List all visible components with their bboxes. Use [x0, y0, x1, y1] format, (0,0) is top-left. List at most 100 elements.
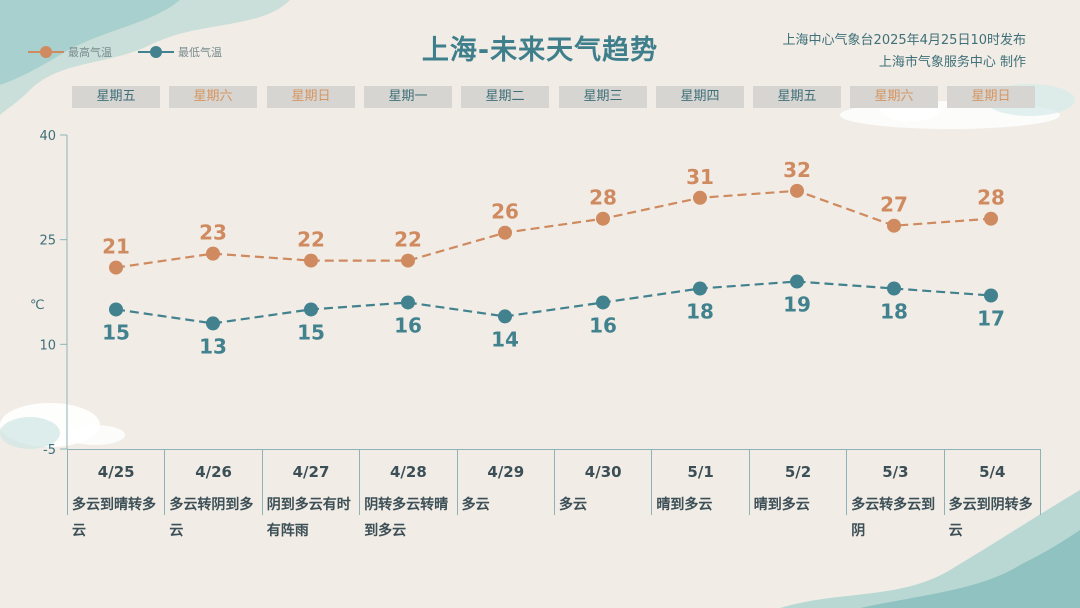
- weekday-label: 星期日: [947, 86, 1035, 108]
- low-temp-label: 18: [686, 300, 714, 324]
- y-tick-label: 25: [39, 234, 56, 249]
- day-cell: 5/3 多云转多云到阴: [846, 450, 943, 539]
- high-temp-point: [304, 253, 318, 268]
- high-temp-label: 23: [199, 221, 227, 245]
- low-temp-point: [109, 302, 123, 317]
- low-temp-label: 15: [297, 320, 325, 344]
- low-temp-series-line: [115, 280, 992, 325]
- weekday-label: 星期六: [850, 86, 938, 108]
- high-temp-point: [693, 190, 707, 205]
- day-cell: 4/29 多云: [456, 450, 554, 515]
- day-date: 4/28: [389, 463, 427, 481]
- day-condition: 阴到多云有时有阵雨: [266, 497, 351, 539]
- day-date: 4/29: [487, 463, 525, 481]
- legend-high-label: 最高气温: [68, 46, 112, 59]
- high-temp-point: [206, 246, 220, 261]
- day-date: 5/1: [687, 463, 714, 481]
- high-temp-label: 31: [686, 165, 714, 189]
- high-temp-point: [790, 183, 804, 198]
- day-cell: 5/4 多云到阴转多云: [943, 450, 1041, 539]
- high-temp-label: 28: [977, 186, 1005, 210]
- date-row: 4/25 多云到晴转多云 4/26 多云转阴到多云 4/27 阴到多云有时有阵雨 4/28 阴…: [67, 449, 1041, 539]
- day-condition: 多云转阴到多云: [169, 497, 254, 539]
- low-temp-point: [693, 281, 707, 296]
- weekday-label: 星期一: [364, 86, 452, 108]
- y-tick-label: 10: [39, 338, 56, 353]
- high-temp-label: 26: [491, 200, 519, 224]
- day-date: 5/2: [784, 463, 812, 481]
- weekday-label: 星期五: [72, 86, 160, 108]
- high-temp-label: 22: [297, 228, 325, 252]
- low-temp-label: 13: [199, 334, 227, 358]
- legend-low-label: 最低气温: [178, 46, 222, 59]
- low-temp-label: 15: [102, 320, 130, 344]
- high-temp-label: 21: [102, 235, 130, 259]
- high-temp-label: 22: [394, 228, 422, 252]
- low-temp-label: 16: [394, 313, 422, 337]
- high-temp-point: [596, 211, 610, 226]
- day-cell: 4/25 多云到晴转多云: [67, 450, 164, 539]
- weekday-label: 星期日: [267, 86, 355, 108]
- weekday-label: 星期二: [461, 86, 549, 108]
- weekday-label: 星期五: [753, 86, 841, 108]
- day-cell: 4/27 阴到多云有时有阵雨: [261, 450, 359, 539]
- high-temp-point: [887, 218, 901, 233]
- day-cell: 4/28 阴转多云转晴到多云: [359, 450, 456, 539]
- day-date: 4/30: [584, 463, 622, 481]
- high-temp-series-line: [115, 189, 992, 269]
- high-temp-label: 28: [589, 186, 617, 210]
- y-unit-label: ℃: [30, 298, 45, 313]
- issuer-line-1: 上海中心气象台2025年4月25日10时发布: [782, 33, 1026, 48]
- low-temp-label: 17: [977, 306, 1005, 330]
- day-cell: 5/1 晴到多云: [651, 450, 748, 515]
- day-date: 4/27: [292, 463, 330, 481]
- day-condition: 多云: [559, 497, 587, 513]
- y-tick-label: 40: [39, 129, 56, 144]
- legend-low: 最低气温: [138, 44, 222, 60]
- high-temp-point: [109, 260, 123, 275]
- high-temp-point: [401, 253, 415, 268]
- high-temp-point: [984, 211, 998, 226]
- legend-high-marker-icon: [28, 46, 64, 58]
- day-condition: 晴到多云: [753, 497, 810, 513]
- day-condition: 多云: [461, 497, 490, 513]
- day-condition: 阴转多云转晴到多云: [364, 497, 449, 539]
- legend-high: 最高气温: [28, 44, 112, 60]
- day-condition: 多云转多云到阴: [851, 497, 936, 539]
- low-temp-label: 16: [589, 313, 617, 337]
- day-cell: 5/2 晴到多云: [748, 450, 846, 515]
- weekday-row: 星期五 星期六 星期日 星期一 星期二 星期三 星期四 星期五 星期六 星期日: [0, 86, 1080, 108]
- day-cell: 4/26 多云转阴到多云: [164, 450, 261, 539]
- high-temp-label: 32: [783, 158, 811, 182]
- legend: 最高气温 最低气温: [28, 44, 222, 60]
- high-temp-label: 27: [880, 193, 908, 217]
- low-temp-point: [790, 274, 804, 289]
- low-temp-label: 14: [491, 327, 519, 351]
- low-temp-label: 18: [880, 300, 908, 324]
- page-title: 上海-未来天气趋势: [421, 35, 659, 66]
- issuer-line-2: 上海市气象服务中心 制作: [878, 55, 1026, 70]
- weekday-label: 星期三: [559, 86, 647, 108]
- low-temp-point: [401, 295, 415, 310]
- high-temp-point: [498, 225, 512, 240]
- day-date: 4/26: [195, 463, 232, 481]
- issuer-info: 上海中心气象台2025年4月25日10时发布 上海市气象服务中心 制作: [783, 30, 1026, 74]
- day-date: 5/4: [979, 463, 1006, 481]
- low-temp-point: [984, 288, 998, 303]
- low-temp-label: 19: [783, 293, 811, 317]
- day-date: 4/25: [97, 463, 135, 481]
- weekday-label: 星期六: [169, 86, 257, 108]
- low-temp-point: [206, 316, 220, 331]
- day-date: 5/3: [882, 463, 909, 481]
- day-condition: 多云到阴转多云: [948, 497, 1033, 539]
- y-tick-label: -5: [43, 443, 56, 458]
- day-cell: 4/30 多云: [554, 450, 651, 515]
- low-temp-point: [887, 281, 901, 296]
- day-condition: 多云到晴转多云: [72, 497, 156, 539]
- day-condition: 晴到多云: [656, 497, 713, 513]
- weekday-label: 星期四: [656, 86, 744, 108]
- low-temp-point: [596, 295, 610, 310]
- low-temp-point: [498, 309, 512, 324]
- low-temp-point: [304, 302, 318, 317]
